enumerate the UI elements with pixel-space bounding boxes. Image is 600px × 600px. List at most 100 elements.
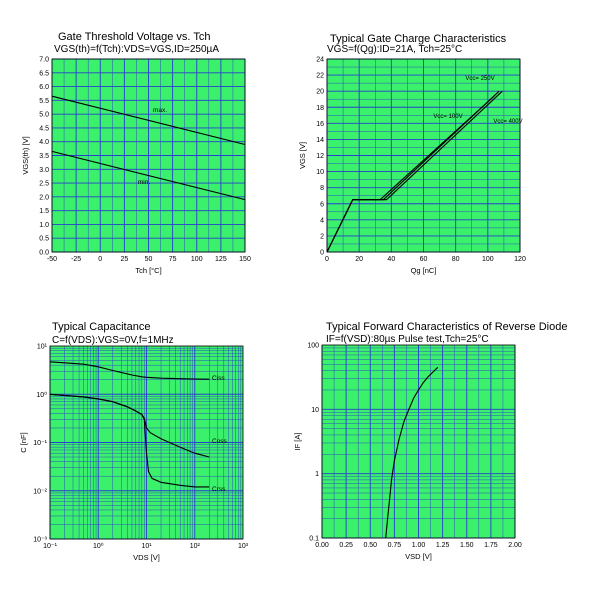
y-tick-label: 0.5	[39, 236, 49, 243]
y-tick-label: 12	[316, 153, 324, 160]
x-tick-label: 80	[452, 256, 460, 263]
y-tick-label: 7.0	[39, 57, 49, 64]
x-tick-label: 10⁻¹	[43, 543, 57, 550]
x-tick-label: 120	[514, 256, 526, 263]
x-tick-label: 2.00	[508, 542, 522, 549]
x-tick-label: 100	[482, 256, 494, 263]
x-axis-label: VSD [V]	[405, 552, 432, 561]
x-tick-label: 0	[98, 256, 102, 263]
y-tick-label: 4.5	[39, 125, 49, 132]
series-label-vcc-400: Vcc= 400V	[493, 119, 522, 125]
plot-frame	[321, 344, 516, 539]
x-tick-label: 0.75	[388, 542, 402, 549]
x-tick-label: 0.00	[315, 542, 329, 549]
chart-title: Typical Forward Characteristics of Rever…	[326, 321, 568, 333]
y-tick-label: 10	[311, 407, 319, 414]
series-label-vcc-250: Vcc= 250V	[465, 76, 494, 82]
y-tick-label: 18	[316, 105, 324, 112]
y-tick-label: 1.5	[39, 208, 49, 215]
series-line	[326, 90, 503, 253]
y-tick-label: 20	[316, 89, 324, 96]
series-label-max: max.	[153, 107, 167, 114]
y-tick-label: 8	[320, 185, 324, 192]
chart-subtitle: VGS(th)=f(Tch):VDS=VGS,ID=250µA	[54, 44, 219, 55]
series-line	[49, 361, 210, 380]
x-tick-label: 0	[325, 256, 329, 263]
x-axis-label: Tch [°C]	[135, 266, 161, 275]
series-line	[51, 150, 246, 201]
x-tick-label: 60	[420, 256, 428, 263]
y-tick-label: 10⁻²	[33, 488, 47, 495]
y-tick-label: 3.0	[39, 167, 49, 174]
y-tick-label: 10⁰	[36, 391, 47, 399]
x-tick-label: 25	[120, 256, 128, 263]
x-tick-label: 10⁰	[93, 542, 104, 550]
x-tick-label: 10³	[238, 543, 249, 550]
y-tick-label: 6.0	[39, 84, 49, 91]
plot-frame	[49, 345, 244, 540]
plot-frame	[326, 58, 521, 253]
x-axis-label: Qg [nC]	[411, 266, 437, 275]
y-tick-label: 0.0	[39, 250, 49, 257]
y-axis-label: C [nF]	[19, 432, 28, 452]
series-label-min: min.	[138, 179, 150, 186]
plot-frame	[51, 58, 246, 253]
y-tick-label: 0.1	[309, 536, 319, 543]
y-tick-label: 5.5	[39, 98, 49, 105]
chart-title: Gate Threshold Voltage vs. Tch	[58, 31, 211, 43]
x-tick-label: 0.25	[339, 542, 353, 549]
chart-subtitle: C=f(VDS):VGS=0V,f=1MHz	[52, 335, 174, 346]
y-tick-label: 16	[316, 121, 324, 128]
series-label-coss: Coss	[212, 438, 228, 445]
y-tick-label: 22	[316, 73, 324, 80]
x-tick-label: 125	[215, 256, 227, 263]
series-label-vcc-100: Vcc= 100V	[433, 114, 462, 120]
chart-title: Typical Gate Charge Characteristics	[330, 33, 507, 45]
y-axis-label: VGS [V]	[298, 142, 307, 169]
y-tick-label: 10⁻¹	[33, 440, 47, 447]
y-tick-label: 4	[320, 217, 324, 224]
y-tick-label: 6.5	[39, 70, 49, 77]
chart-subtitle: IF=f(VSD):80µs Pulse test,Tch=25°C	[326, 334, 489, 345]
x-tick-label: 1.25	[436, 542, 450, 549]
y-tick-label: 10	[316, 169, 324, 176]
x-tick-label: 40	[387, 256, 395, 263]
y-tick-label: 3.5	[39, 153, 49, 160]
y-tick-label: 4.0	[39, 139, 49, 146]
x-axis-label: VDS [V]	[133, 553, 160, 562]
x-tick-label: 100	[191, 256, 203, 263]
y-tick-label: 2.0	[39, 194, 49, 201]
x-tick-label: 1.75	[484, 542, 498, 549]
series-label-crss: Crss	[212, 486, 226, 493]
x-tick-label: 1.50	[460, 542, 474, 549]
y-tick-label: 2.5	[39, 181, 49, 188]
y-tick-label: 24	[316, 57, 324, 64]
y-tick-label: 10⁻³	[33, 537, 47, 544]
x-tick-label: 10¹	[141, 543, 152, 550]
y-tick-label: 10¹	[37, 344, 48, 351]
y-axis-label: VGS(th) [V]	[21, 136, 30, 174]
x-tick-label: 0.50	[363, 542, 377, 549]
y-tick-label: 0	[320, 250, 324, 257]
series-line	[51, 95, 246, 146]
y-axis-label: IF [A]	[293, 433, 302, 451]
x-tick-label: 20	[355, 256, 363, 263]
x-tick-label: 50	[145, 256, 153, 263]
y-tick-label: 5.0	[39, 112, 49, 119]
x-tick-label: 10²	[190, 543, 201, 550]
x-tick-label: 75	[169, 256, 177, 263]
x-tick-label: 150	[239, 256, 251, 263]
y-tick-label: 1.0	[39, 222, 49, 229]
y-tick-label: 14	[316, 137, 324, 144]
x-tick-label: 1.00	[412, 542, 426, 549]
y-tick-label: 1	[315, 471, 319, 478]
series-line	[49, 393, 210, 488]
y-tick-label: 2	[320, 233, 324, 240]
x-tick-label: -50	[47, 256, 57, 263]
chart-subtitle: VGS=f(Qg):ID=21A, Tch=25°C	[327, 44, 463, 55]
series-line	[385, 366, 439, 539]
series-label-ciss: Ciss	[212, 375, 225, 382]
y-tick-label: 6	[320, 201, 324, 208]
y-tick-label: 100	[307, 343, 319, 350]
